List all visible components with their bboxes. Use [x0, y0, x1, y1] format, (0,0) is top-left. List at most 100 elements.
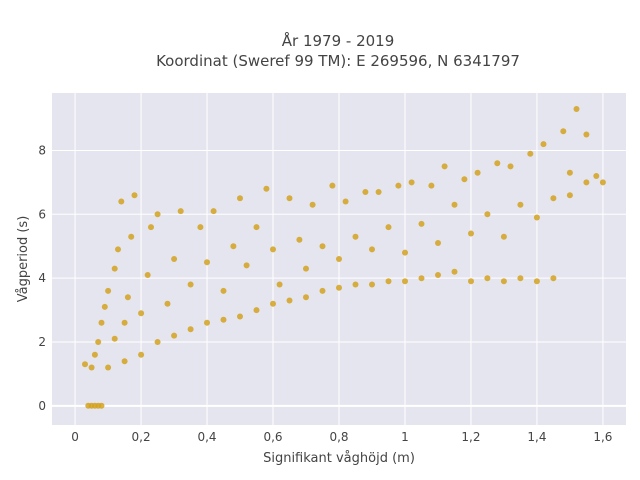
data-point: [336, 256, 342, 262]
data-point: [296, 236, 303, 243]
data-point: [270, 246, 276, 253]
data-point: [468, 278, 474, 285]
x-tick-labels: 0 0,2 0,4 0,6 0,8 1 1,2 1,4 1,6: [71, 430, 612, 444]
data-point: [435, 240, 441, 246]
data-point: [560, 128, 567, 135]
x-axis-label: Signifikant våghöjd (m): [263, 451, 415, 466]
data-point: [474, 169, 481, 176]
data-point: [385, 224, 392, 231]
x-tick-label: 0,2: [132, 430, 151, 444]
data-point: [494, 160, 501, 167]
chart-title-line-1: År 1979 - 2019: [282, 31, 395, 50]
data-point: [88, 364, 95, 371]
data-point: [111, 335, 118, 342]
data-point: [533, 278, 540, 285]
x-tick-label: 0,4: [197, 430, 216, 444]
data-point: [303, 265, 309, 272]
data-point: [154, 339, 161, 345]
data-point: [263, 185, 270, 192]
data-point: [319, 243, 326, 250]
data-point: [105, 287, 112, 294]
data-point: [204, 319, 210, 326]
data-point: [138, 351, 145, 358]
data-point: [362, 189, 369, 195]
data-point: [468, 230, 474, 237]
y-tick-label: 0: [38, 399, 46, 413]
chart-title-line-2: Koordinat (Sweref 99 TM): E 269596, N 63…: [156, 52, 520, 70]
data-point: [118, 198, 125, 205]
data-point: [171, 256, 178, 262]
data-point: [187, 326, 194, 333]
data-point: [428, 182, 435, 189]
data-point: [187, 281, 194, 288]
data-point: [138, 310, 145, 317]
data-point: [352, 281, 359, 288]
data-point: [533, 214, 540, 221]
data-point: [270, 300, 276, 307]
data-point: [95, 339, 102, 345]
data-point: [171, 332, 178, 339]
data-point: [131, 192, 138, 199]
y-tick-label: 2: [38, 335, 46, 349]
data-point: [286, 195, 293, 202]
data-point: [115, 246, 121, 253]
data-point: [336, 284, 342, 291]
data-point: [121, 319, 128, 326]
data-point: [583, 131, 590, 138]
x-tick-label: 1,6: [593, 430, 612, 444]
x-tick-label: 1,4: [527, 430, 546, 444]
data-point: [101, 303, 108, 310]
x-tick-label: 0,6: [263, 430, 282, 444]
data-point: [402, 249, 408, 256]
data-point: [507, 163, 514, 170]
gridlines: [52, 93, 626, 425]
data-point: [550, 275, 557, 282]
data-point: [441, 163, 448, 170]
data-point: [573, 106, 580, 112]
data-point: [484, 211, 491, 218]
x-tick-label: 0,8: [329, 430, 348, 444]
data-point: [451, 201, 458, 208]
data-point: [124, 294, 131, 301]
data-point: [418, 220, 425, 227]
data-point: [154, 211, 161, 218]
data-point: [402, 278, 408, 285]
data-point: [500, 233, 507, 240]
x-tick-label: 0: [71, 430, 79, 444]
data-point: [164, 300, 171, 307]
data-point: [342, 198, 349, 205]
data-point: [253, 224, 260, 231]
data-point: [369, 281, 375, 288]
data-point: [369, 246, 375, 253]
data-point: [566, 192, 573, 199]
data-point: [500, 278, 507, 285]
data-point: [91, 351, 98, 358]
data-point: [177, 208, 184, 215]
data-point: [303, 294, 309, 301]
y-axis-label: Vågperiod (s): [16, 216, 31, 303]
data-point: [121, 358, 128, 365]
x-tick-label: 1: [401, 430, 409, 444]
data-point: [329, 182, 336, 189]
data-point: [395, 182, 402, 189]
data-point: [253, 307, 260, 314]
data-point: [550, 195, 557, 202]
data-point: [82, 361, 88, 368]
data-point: [451, 268, 458, 275]
data-point: [204, 259, 210, 266]
data-point: [319, 287, 326, 294]
data-point: [111, 265, 118, 272]
y-tick-label: 8: [38, 143, 46, 157]
y-tick-labels: 0 2 4 6 8: [38, 143, 46, 412]
data-point: [435, 272, 441, 278]
data-point: [309, 201, 316, 208]
data-point: [220, 287, 227, 294]
data-point: [418, 275, 425, 282]
data-point: [197, 224, 204, 231]
data-point: [276, 281, 283, 288]
data-point: [128, 233, 135, 240]
y-tick-label: 4: [38, 271, 46, 285]
data-point: [593, 173, 600, 179]
data-point: [599, 179, 606, 186]
